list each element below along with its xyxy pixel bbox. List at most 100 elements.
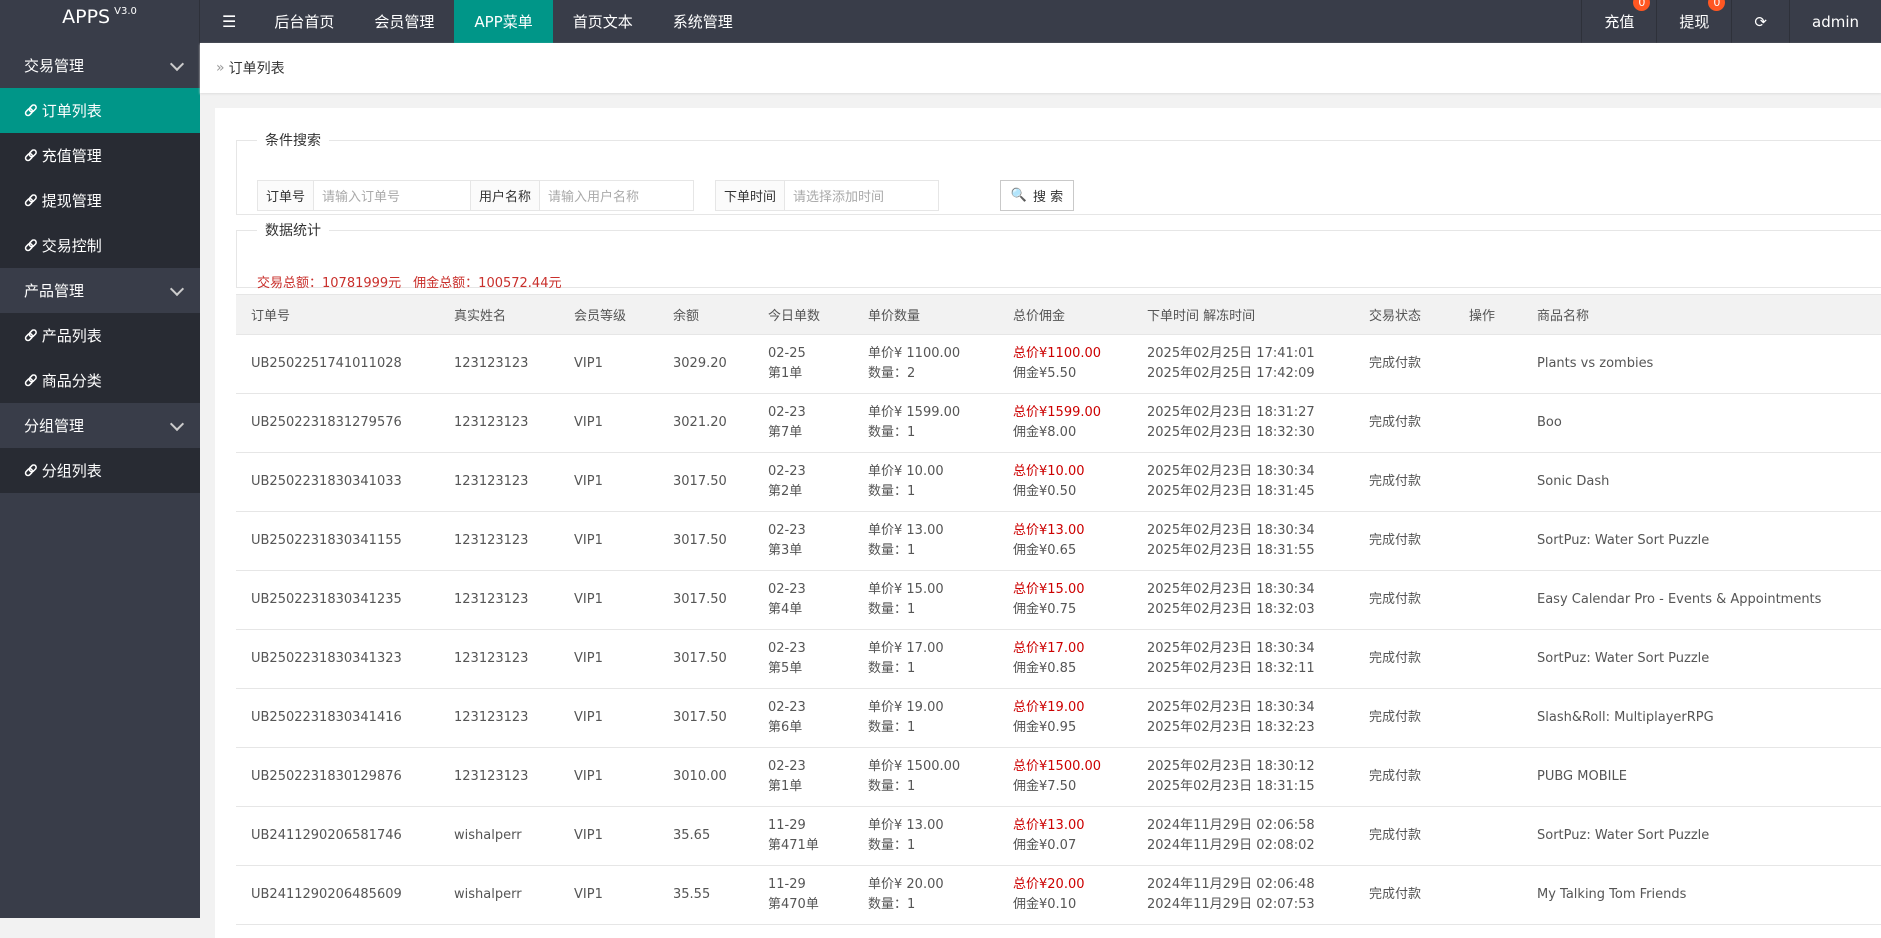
table-cell: 3017.50 <box>658 511 753 571</box>
table-cell: 总价¥19.00 佣金¥0.95 <box>998 688 1132 748</box>
cell-line: 佣金¥7.50 <box>1013 779 1077 794</box>
table-cell: 单价¥ 1500.00 数量：1 <box>853 747 998 807</box>
cell-line: 第7单 <box>768 425 803 440</box>
top-right-label: ⟳ <box>1754 12 1767 31</box>
table-cell: 完成付款 <box>1354 629 1454 689</box>
cell-line: 数量：1 <box>868 779 916 794</box>
table-cell: 02-23 第2单 <box>753 452 853 512</box>
table-cell: Boo <box>1522 393 1881 453</box>
table-cell: 35.65 <box>658 806 753 866</box>
top-right-item[interactable]: 充值 0 <box>1581 0 1656 43</box>
search-button[interactable]: 🔍 搜 索 <box>1000 180 1074 211</box>
nav-item[interactable]: 首页文本 <box>572 13 633 31</box>
table-cell: 2024年11月29日 02:06:48 2024年11月29日 02:07:53 <box>1132 865 1354 925</box>
cell-line: 2025年02月23日 18:31:45 <box>1147 484 1315 499</box>
column-header: 商品名称 <box>1522 294 1881 335</box>
nav-item[interactable]: APP菜单 <box>454 0 553 43</box>
top-right-item[interactable]: ⟳ <box>1731 0 1789 43</box>
table-cell <box>1454 334 1522 394</box>
table-cell: 完成付款 <box>1354 511 1454 571</box>
breadcrumb: » 订单列表 <box>200 43 1881 93</box>
cell-line: 总价¥1100.00 <box>1013 346 1102 361</box>
table-cell: UB2411290206581746 <box>236 806 439 866</box>
menu-item[interactable]: 分组列表 <box>0 448 200 493</box>
cell-line: 数量：1 <box>868 425 916 440</box>
search-icon: 🔍 <box>1010 188 1028 203</box>
cell-line: 单价¥ 1100.00 <box>868 346 961 361</box>
menu-item[interactable]: 商品分类 <box>0 358 200 403</box>
table-cell: 完成付款 <box>1354 806 1454 866</box>
menu-group[interactable]: 产品管理 <box>0 268 200 313</box>
cell-line: 2025年02月23日 18:30:34 <box>1147 523 1315 538</box>
table-cell: Sonic Dash <box>1522 452 1881 512</box>
table-cell: VIP1 <box>559 570 658 630</box>
cell-line: 02-23 <box>768 700 806 715</box>
table-cell: UB2502231830341155 <box>236 511 439 571</box>
table-cell: SortPuz: Water Sort Puzzle <box>1522 629 1881 689</box>
cell-line: 第1单 <box>768 366 803 381</box>
table-cell: My Talking Tom Friends <box>1522 865 1881 925</box>
cell-line: 单价¥ 1599.00 <box>868 405 961 420</box>
table-cell: 02-23 第5单 <box>753 629 853 689</box>
cell-line: 总价¥1500.00 <box>1013 759 1102 774</box>
table-cell: 3029.20 <box>658 334 753 394</box>
column-header: 余额 <box>658 294 753 335</box>
search-box: 条件搜索 🔍 搜 索 订单号 请输入订单号 用户名称 请输入用户名称 下单时间 请选择添加时… <box>236 130 1881 215</box>
menu-toggle[interactable]: ☰ <box>222 12 237 31</box>
table-cell <box>1454 393 1522 453</box>
cell-line: 2025年02月23日 18:32:23 <box>1147 720 1315 735</box>
table-cell: 单价¥ 13.00 数量：1 <box>853 806 998 866</box>
table-cell: VIP1 <box>559 806 658 866</box>
menu-item[interactable]: 交易控制 <box>0 223 200 268</box>
table-cell: 总价¥1100.00 佣金¥5.50 <box>998 334 1132 394</box>
table-cell <box>1454 688 1522 748</box>
table-cell: 123123123 <box>439 452 559 512</box>
cell-line: 佣金¥0.95 <box>1013 720 1077 735</box>
table-cell: UB2502231831279576 <box>236 393 439 453</box>
cell-line: 02-23 <box>768 582 806 597</box>
table-cell: VIP1 <box>559 865 658 925</box>
commission-total: 佣金总额：100572.44元 <box>413 276 562 291</box>
table-cell: VIP1 <box>559 393 658 453</box>
field-input[interactable]: 请输入用户名称 <box>548 190 640 205</box>
cell-line: 数量：1 <box>868 661 916 676</box>
table-cell: UB2502231830341416 <box>236 688 439 748</box>
menu-item[interactable]: 订单列表 <box>0 88 200 133</box>
nav-item[interactable]: 系统管理 <box>672 13 733 31</box>
table-row: UB2502231830341416 123123123 VIP1 3017.50 02… <box>236 688 1881 748</box>
column-header: 会员等级 <box>559 294 658 335</box>
top-right-item[interactable]: admin <box>1789 0 1881 43</box>
cell-line: 2025年02月23日 18:30:34 <box>1147 582 1315 597</box>
field-input[interactable]: 请选择添加时间 <box>793 190 885 205</box>
table-cell: 总价¥20.00 佣金¥0.10 <box>998 865 1132 925</box>
column-header: 单价数量 <box>853 294 998 335</box>
table-cell: VIP1 <box>559 452 658 512</box>
top-right-item[interactable]: 提现 0 <box>1656 0 1731 43</box>
menu-group[interactable]: 交易管理 <box>0 43 200 88</box>
column-header: 下单时间 解冻时间 <box>1132 294 1354 335</box>
menu-item[interactable]: 提现管理 <box>0 178 200 223</box>
table-cell: 总价¥15.00 佣金¥0.75 <box>998 570 1132 630</box>
nav-item[interactable]: 会员管理 <box>374 13 435 31</box>
table-cell: 单价¥ 13.00 数量：1 <box>853 511 998 571</box>
cell-line: 2025年02月23日 18:32:11 <box>1147 661 1315 676</box>
menu-group[interactable]: 分组管理 <box>0 403 200 448</box>
cell-line: 02-23 <box>768 523 806 538</box>
search-field: 用户名称 请输入用户名称 <box>470 180 694 211</box>
cell-line: 02-25 <box>768 346 806 361</box>
table-cell: 2025年02月23日 18:30:34 2025年02月23日 18:31:45 <box>1132 452 1354 512</box>
table-cell: SortPuz: Water Sort Puzzle <box>1522 511 1881 571</box>
table-cell: 123123123 <box>439 393 559 453</box>
cell-line: 2024年11月29日 02:07:53 <box>1147 897 1315 912</box>
menu-item[interactable]: 充值管理 <box>0 133 200 178</box>
cell-line: 2025年02月23日 18:30:12 <box>1147 759 1315 774</box>
field-input[interactable]: 请输入订单号 <box>322 190 401 205</box>
menu-item[interactable]: 产品列表 <box>0 313 200 358</box>
cell-line: 单价¥ 13.00 <box>868 523 944 538</box>
table-cell: 完成付款 <box>1354 747 1454 807</box>
badge: 0 <box>1633 0 1651 11</box>
top-right: 充值 0 提现 0 ⟳ admin <box>1581 0 1881 43</box>
table-cell: 完成付款 <box>1354 570 1454 630</box>
cell-line: 2025年02月23日 18:31:55 <box>1147 543 1315 558</box>
nav-item[interactable]: 后台首页 <box>274 13 335 31</box>
